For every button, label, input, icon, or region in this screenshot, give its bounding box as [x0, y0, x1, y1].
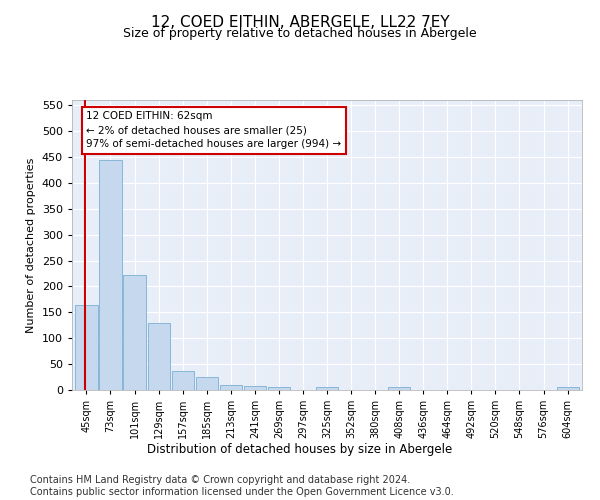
Bar	[172, 371, 194, 390]
Bar	[244, 386, 266, 390]
Text: Contains HM Land Registry data © Crown copyright and database right 2024.
Contai: Contains HM Land Registry data © Crown c…	[30, 475, 454, 496]
Text: 12, COED EITHIN, ABERGELE, LL22 7EY: 12, COED EITHIN, ABERGELE, LL22 7EY	[151, 15, 449, 30]
Text: Distribution of detached houses by size in Abergele: Distribution of detached houses by size …	[148, 442, 452, 456]
Bar	[557, 388, 578, 390]
Bar	[268, 387, 290, 390]
Bar	[76, 304, 98, 390]
Text: Size of property relative to detached houses in Abergele: Size of property relative to detached ho…	[123, 28, 477, 40]
Bar	[100, 160, 122, 390]
Text: 12 COED EITHIN: 62sqm
← 2% of detached houses are smaller (25)
97% of semi-detac: 12 COED EITHIN: 62sqm ← 2% of detached h…	[86, 112, 341, 150]
Bar	[124, 275, 146, 390]
Bar	[196, 377, 218, 390]
Bar	[316, 388, 338, 390]
Bar	[220, 385, 242, 390]
Bar	[388, 388, 410, 390]
Bar	[148, 322, 170, 390]
Y-axis label: Number of detached properties: Number of detached properties	[26, 158, 36, 332]
